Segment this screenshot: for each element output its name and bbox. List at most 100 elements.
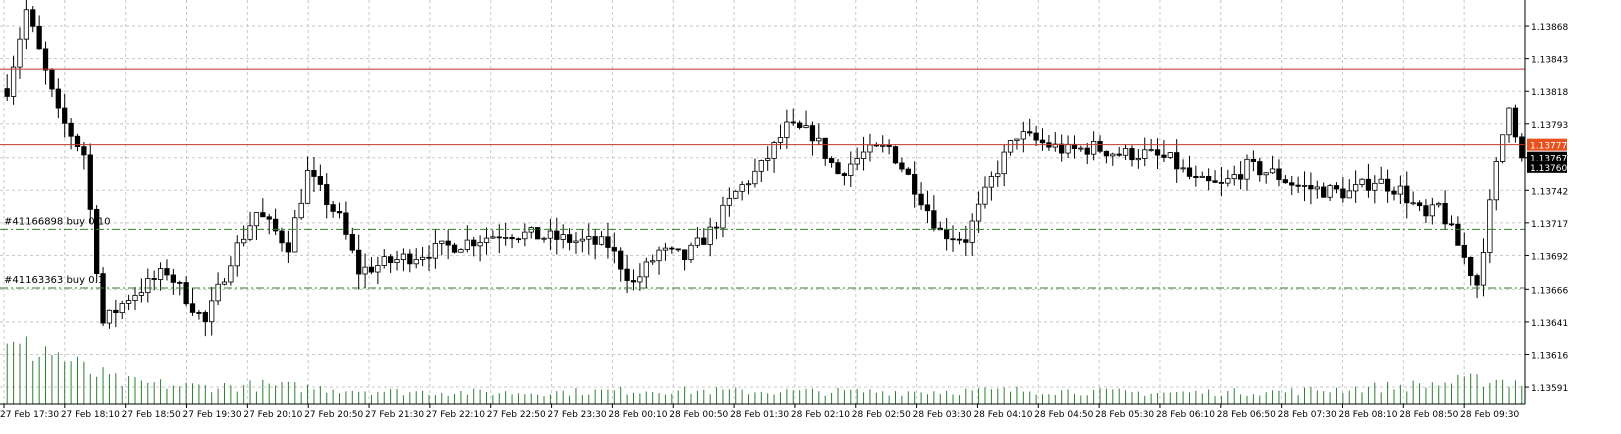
candle-body (867, 144, 873, 153)
x-tick-label: 28 Feb 00:10 (608, 410, 667, 420)
candle-body (880, 144, 886, 147)
order-line-label: #41163363 buy 0.1 (4, 275, 104, 286)
x-tick-label: 27 Feb 19:30 (183, 410, 242, 420)
candle-body (1122, 148, 1129, 156)
candle-body (675, 248, 681, 251)
candle-body (30, 9, 36, 27)
y-tick-label: 1.13666 (1531, 286, 1568, 296)
candle-body (464, 239, 470, 250)
candle-body (81, 146, 87, 156)
candle-body (1212, 180, 1218, 183)
candle-body (681, 249, 688, 261)
x-tick-label: 27 Feb 21:30 (365, 410, 424, 420)
candle-body (1110, 153, 1116, 157)
candle-body (726, 197, 732, 206)
candle-body (49, 69, 55, 90)
x-tick-label: 28 Feb 07:30 (1278, 410, 1337, 420)
price-marker-box (1527, 160, 1567, 173)
candle-body (94, 208, 100, 275)
candle-body (1193, 175, 1199, 178)
candle-body (157, 268, 164, 280)
candle-body (1429, 204, 1435, 217)
candle-body (1308, 185, 1314, 190)
candle-body (509, 237, 515, 240)
candle-body (426, 256, 432, 259)
x-tick-label: 28 Feb 05:30 (1095, 410, 1154, 420)
candle-body (656, 249, 662, 262)
x-tick-label: 27 Feb 20:10 (243, 410, 302, 420)
candle-body (17, 38, 23, 68)
candle-body (803, 125, 809, 128)
candle-body (253, 212, 260, 227)
candle-body (1384, 178, 1391, 192)
candle-body (1027, 131, 1033, 134)
candle-body (624, 268, 630, 281)
candle-body (177, 282, 183, 284)
candle-body (1314, 186, 1320, 190)
candle-body (1378, 178, 1384, 184)
candle-body (713, 226, 720, 229)
candle-body (74, 135, 81, 148)
candle-body (381, 256, 387, 266)
candle-body (125, 300, 132, 304)
candle-body (733, 190, 739, 199)
candle-body (368, 266, 375, 273)
candle-body (1468, 256, 1474, 276)
candle-body (1353, 184, 1359, 192)
candle-body (988, 176, 995, 188)
y-tick-label: 1.13717 (1531, 220, 1568, 230)
candle-body (1237, 174, 1244, 180)
candle-body (1065, 143, 1071, 154)
candle-body (119, 303, 125, 314)
candle-body (247, 225, 253, 240)
candle-body (1269, 168, 1276, 174)
x-tick-label: 28 Feb 06:10 (1156, 410, 1215, 420)
candle-body (1135, 158, 1141, 161)
order-line-label: #41166898 buy 0.10 (4, 216, 111, 227)
candle-body (1442, 202, 1448, 225)
candle-body (1263, 172, 1269, 176)
candle-body (598, 236, 605, 245)
x-tick-label: 27 Feb 22:10 (426, 410, 485, 420)
candle-body (42, 48, 49, 71)
candle-body (1097, 141, 1103, 152)
candle-body (828, 158, 835, 164)
candle-body (202, 312, 208, 323)
y-tick-label: 1.13843 (1531, 56, 1568, 66)
candle-body (170, 274, 176, 283)
candle-body (1397, 185, 1404, 195)
candle-body (1340, 188, 1346, 199)
candle-body (388, 256, 394, 263)
candle-body (215, 283, 221, 302)
candle-body (330, 204, 336, 212)
candle-body (1244, 158, 1250, 180)
candle-body (138, 292, 145, 296)
candle-body (1161, 154, 1167, 158)
candle-body (630, 280, 637, 283)
x-tick-label: 28 Feb 08:10 (1338, 410, 1397, 420)
candle-body (848, 163, 854, 176)
candle-body (10, 66, 17, 97)
candle-body (1148, 149, 1154, 152)
volume-layer (6, 336, 1523, 404)
candle-body (899, 162, 905, 170)
x-tick-label: 28 Feb 02:10 (791, 410, 850, 420)
candle-body (784, 121, 790, 138)
candle-body (694, 237, 701, 246)
y-tick-label: 1.13868 (1531, 23, 1568, 33)
candle-body (765, 158, 771, 161)
candle-body (739, 184, 745, 192)
candle-body (1276, 168, 1282, 181)
candle-body (1321, 186, 1327, 198)
x-tick-label: 28 Feb 01:30 (730, 410, 789, 420)
candle-body (298, 202, 304, 219)
candle-body (1372, 182, 1378, 191)
candle-body (1186, 167, 1193, 177)
candle-body (924, 204, 931, 212)
candle-body (503, 237, 509, 239)
candle-body (496, 236, 502, 239)
y-tick-label: 1.13591 (1531, 384, 1568, 394)
candle-body (260, 212, 266, 218)
candle-body (643, 261, 649, 278)
candle-body (394, 259, 400, 263)
